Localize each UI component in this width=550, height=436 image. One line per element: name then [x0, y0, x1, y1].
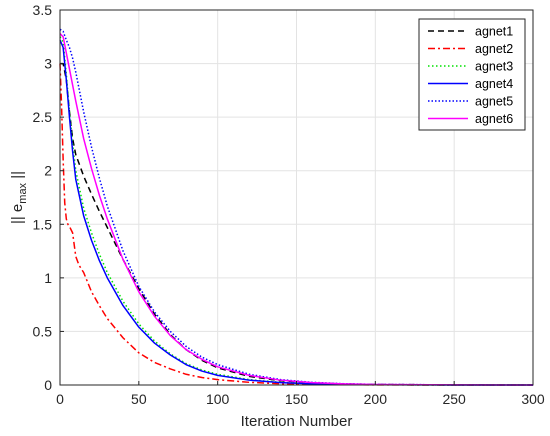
y-tick-label: 0	[44, 377, 52, 393]
legend-label-agnet4: agnet4	[475, 77, 513, 91]
y-tick-label: 3.5	[33, 2, 53, 18]
x-tick-labels: 0 50 100 150 200 250 300	[56, 391, 545, 407]
tick-marks	[59, 9, 534, 386]
y-axis-label-subscript: max	[17, 182, 29, 203]
series-line-agnet1	[60, 62, 534, 386]
series-layer	[59, 28, 534, 386]
legend-label-agnet6: agnet6	[475, 112, 513, 126]
y-tick-labels: 0 0.5 1 1.5 2 2.5 3 3.5	[33, 2, 53, 393]
x-axis-label: Iteration Number	[241, 413, 353, 430]
x-tick-label: 50	[131, 391, 147, 407]
legend-label-agnet2: agnet2	[475, 42, 513, 56]
legend-box	[418, 18, 526, 131]
x-tick-label: 100	[206, 391, 230, 407]
legend-label-agnet1: agnet1	[475, 25, 513, 39]
series-line-agnet4	[59, 39, 533, 386]
y-tick-label: 3	[44, 56, 52, 72]
x-tick-label: 300	[521, 391, 545, 407]
x-tick-label: 200	[364, 391, 388, 407]
y-axis-label: || emax ||	[9, 171, 29, 224]
y-tick-label: 1.5	[33, 216, 53, 232]
legend-label-agnet5: agnet5	[475, 95, 513, 109]
y-tick-label: 2	[44, 163, 52, 179]
y-axis-label-main: || e	[9, 204, 26, 224]
y-tick-label: 0.5	[33, 323, 53, 339]
legend-label-agnet3: agnet3	[475, 60, 513, 74]
x-tick-label: 0	[56, 391, 64, 407]
y-tick-label: 2.5	[33, 109, 53, 125]
x-tick-label: 250	[442, 391, 466, 407]
y-axis-label-end: ||	[9, 171, 26, 183]
series-line-agnet6	[59, 33, 534, 386]
y-tick-label: 1	[44, 270, 52, 286]
x-tick-label: 150	[285, 391, 309, 407]
legend: agnet1 agnet2 agnet3 agnet4 agnet5 agnet6	[418, 18, 526, 131]
